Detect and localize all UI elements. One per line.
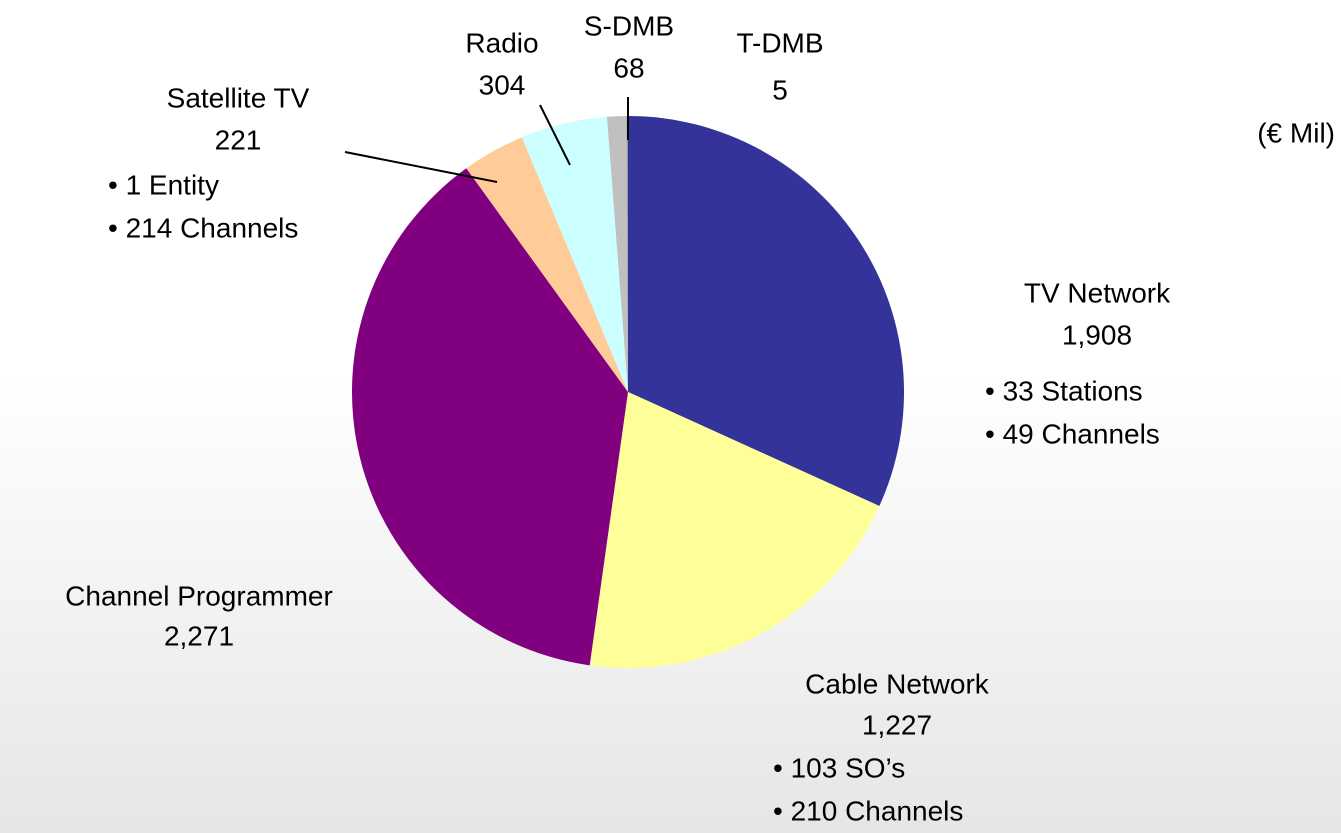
labels: TV Network 1,908 • 33 Stations • 49 Channel… <box>65 10 1171 826</box>
value-label: 5 <box>772 74 788 105</box>
value-label: 304 <box>479 69 526 100</box>
value-label: 1,227 <box>862 709 932 740</box>
leader-line <box>539 104 571 166</box>
category-label: TV Network <box>1024 277 1171 308</box>
value-label: 221 <box>215 124 262 155</box>
value-label: 1,908 <box>1062 319 1132 350</box>
pie-slice <box>606 116 628 392</box>
category-label: S-DMB <box>584 10 674 41</box>
detail-label: • 33 Stations <box>985 375 1143 406</box>
detail-label: • 214 Channels <box>108 212 298 243</box>
pie <box>352 116 904 668</box>
pie-slice <box>589 392 880 668</box>
detail-label: • 49 Channels <box>985 418 1160 449</box>
leader-line <box>344 151 498 183</box>
category-label: Satellite TV <box>167 82 310 113</box>
pie-slice <box>466 137 628 392</box>
category-label: T-DMB <box>736 27 823 58</box>
leader-lines <box>344 97 629 183</box>
detail-label: • 210 Channels <box>773 795 963 826</box>
pie-slice <box>352 168 628 666</box>
detail-label: • 103 SO’s <box>773 752 905 783</box>
pie-slice <box>628 116 904 507</box>
unit-label: (€ Mil) <box>1257 117 1335 148</box>
detail-label: • 1 Entity <box>108 169 219 200</box>
category-label: Channel Programmer <box>65 580 333 611</box>
pie-slice <box>626 116 628 392</box>
pie-slice <box>521 116 628 392</box>
value-label: 2,271 <box>164 620 234 651</box>
value-label: 68 <box>613 52 644 83</box>
category-label: Cable Network <box>805 668 990 699</box>
category-label: Radio <box>465 27 538 58</box>
